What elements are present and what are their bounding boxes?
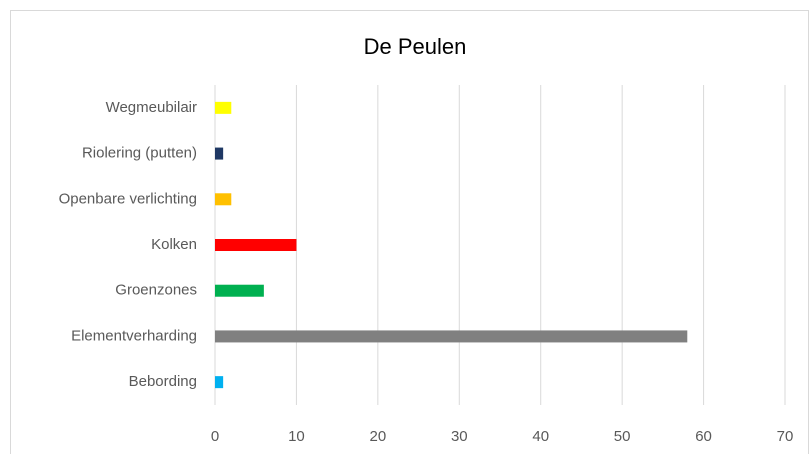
y-tick-label: Wegmeubilair — [106, 99, 197, 116]
y-tick-label: Openbare verlichting — [59, 190, 197, 207]
x-tick-label: 50 — [614, 428, 631, 445]
x-tick-label: 10 — [288, 428, 305, 445]
x-tick-label: 40 — [532, 428, 549, 445]
chart-border — [10, 10, 809, 454]
x-tick-label: 60 — [695, 428, 712, 445]
y-tick-label: Groenzones — [115, 282, 197, 299]
chart-title: De Peulen — [364, 34, 467, 59]
x-tick-label: 0 — [211, 428, 219, 445]
bar — [215, 101, 232, 114]
bar — [215, 376, 224, 389]
y-tick-label: Elementverharding — [71, 327, 197, 344]
bar — [215, 330, 688, 343]
bar — [215, 147, 224, 160]
x-tick-label: 30 — [451, 428, 468, 445]
bar — [215, 239, 297, 251]
y-tick-label: Riolering (putten) — [82, 145, 197, 162]
x-tick-label: 70 — [777, 428, 794, 445]
y-tick-label: Bebording — [129, 373, 197, 390]
bar — [215, 193, 232, 206]
bar — [215, 284, 264, 297]
x-tick-label: 20 — [370, 428, 387, 445]
y-tick-label: Kolken — [151, 236, 197, 253]
